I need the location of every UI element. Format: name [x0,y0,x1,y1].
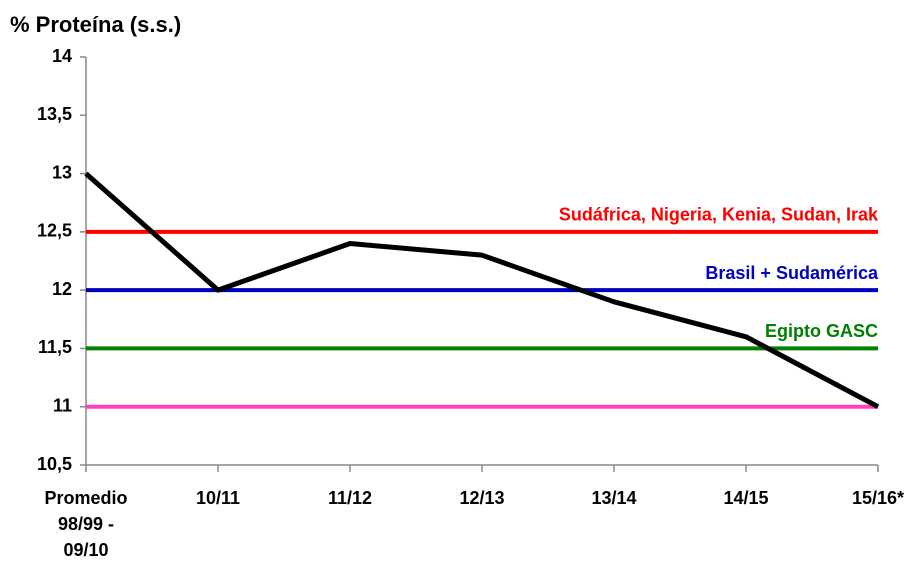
y-tick-label: 13 [52,162,72,182]
x-tick-label: 10/11 [195,488,241,508]
x-tick-label: 13/14 [591,488,637,508]
y-tick-label: 12 [52,279,72,299]
reference-label: Brasil + Sudamérica [705,263,879,283]
x-tick-label: 14/15 [723,488,769,508]
reference-label: Egipto GASC [765,321,878,341]
x-tick-label: 15/16* [851,488,905,508]
y-tick-label: 11 [53,395,72,415]
x-tick-label: 12/13 [459,488,505,508]
reference-label: Sudáfrica, Nigeria, Kenia, Sudan, Irak [559,205,879,225]
y-tick-label: 13,5 [37,104,72,124]
x-tick-label: Promedio 98/99 - 09/10 [44,488,128,560]
y-tick-label: 12,5 [37,221,72,241]
data-line [84,171,880,409]
x-tick-label: 11/12 [327,488,373,508]
y-tick-label: 11,5 [38,337,72,357]
y-tick-label: 10,5 [37,454,72,474]
chart-title: % Proteína (s.s.) [10,12,181,37]
y-tick-label: 14 [52,46,72,66]
